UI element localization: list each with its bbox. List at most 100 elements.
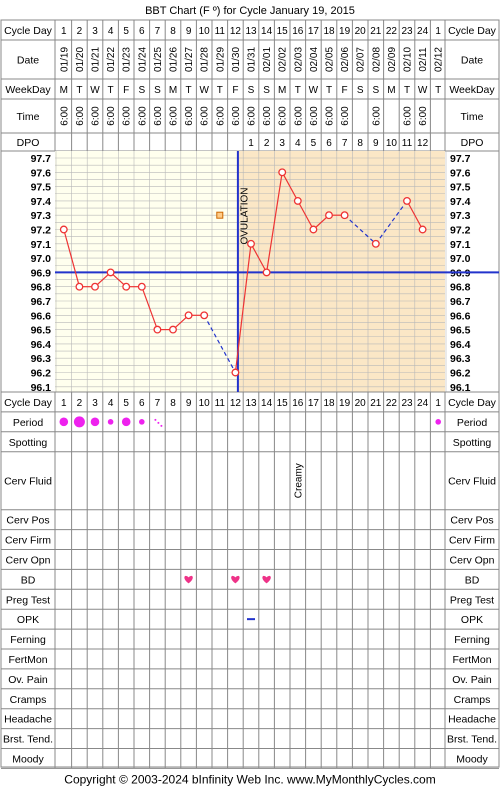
y-tick-label-right: 96.4 [450,339,471,351]
row-label-dpo-right: DPO [461,137,484,149]
section-label-opk-right: OPK [461,614,483,626]
row-label-time-left: Time [17,111,40,123]
cycle-day-number: 3 [92,398,98,409]
cycle-day-number: 17 [308,398,320,409]
cell-weekday: S [263,85,270,96]
y-tick-label-right: 96.2 [450,368,471,380]
row-label-date-left: Date [17,55,39,67]
cell-time: 6:00 [137,106,148,126]
section-label-bd-right: BD [465,574,480,586]
cell-dpo: 1 [248,138,254,149]
section-label-opk-left: OPK [17,614,39,626]
cell-date: 02/06 [340,47,351,72]
y-tick-label-left: 96.8 [31,282,52,294]
y-tick-label-left: 96.1 [31,382,52,394]
cycle-day-number: 22 [386,398,398,409]
cell-time: 6:00 [215,106,226,126]
cell-time: 6:00 [153,106,164,126]
temp-point [278,168,287,177]
section-label-ov-pain-left: Ov. Pain [8,674,48,686]
cell-date: 02/05 [325,47,336,72]
y-tick-label-left: 97.1 [31,239,52,251]
ovulation-label: OVULATION [239,187,250,244]
y-tick-label-left: 97.4 [31,196,52,208]
row-label-cycle_day-right: Cycle Day [448,25,497,37]
y-tick-label-left: 96.9 [31,267,52,279]
temp-point [137,282,146,291]
cycle-day-number: 7 [155,398,161,409]
bd-heart-icon [184,575,193,584]
y-tick-label-left: 96.3 [31,353,52,365]
temp-point [309,225,318,234]
temp-point [184,311,193,320]
section-label-period-right: Period [457,417,488,429]
cell-time: 6:00 [418,106,429,126]
temp-point [106,268,115,277]
cell-cycle_day: 3 [92,26,98,37]
cycle-day-number: 9 [186,398,192,409]
cell-cycle_day: 5 [123,26,129,37]
cell-date: 01/25 [153,47,164,72]
cell-weekday: S [154,85,161,96]
y-tick-label-left: 97.5 [31,182,52,194]
section-label-cerv-opn-right: Cerv Opn [450,554,495,566]
cell-dpo: 3 [279,138,285,149]
cell-date: 01/21 [91,47,102,72]
row-label-date-right: Date [461,55,483,67]
cell-weekday: F [232,85,238,96]
cell-cycle_day: 11 [215,26,226,37]
cell-cycle_day: 21 [370,26,382,37]
cell-cycle_day: 8 [170,26,176,37]
temp-point [293,196,302,205]
cell-dpo: 11 [402,138,413,149]
cell-dpo: 9 [373,138,379,149]
cell-dpo: 10 [386,138,398,149]
temp-point [169,325,177,334]
cell-weekday: S [248,85,255,96]
cell-date: 02/01 [262,47,273,72]
row-label-dpo-left: DPO [17,137,40,149]
section-label-period-left: Period [13,417,44,429]
cell-time: 6:00 [293,106,304,126]
section-label-cerv-fluid-right: Cerv Fluid [448,476,496,488]
cycle-day-number: 10 [199,398,211,409]
cell-weekday: T [76,85,82,96]
y-tick-label-right: 97.3 [450,210,471,222]
copyright-footer: Copyright © 2003-2024 bInfinity Web Inc.… [64,772,435,786]
cycle-day-number: 14 [261,398,273,409]
cell-time: 6:00 [200,106,211,126]
cell-cycle_day: 2 [77,26,83,37]
temp-point [325,211,333,220]
cycle-day-number: 23 [401,398,413,409]
temp-segment [141,286,158,330]
section-label-brst-tend-left: Brst. Tend. [3,734,53,746]
section-label-spotting-right: Spotting [453,437,492,449]
cell-weekday: F [123,85,129,96]
temp-point [262,268,271,277]
temp-point [403,196,411,205]
cell-date: 01/26 [169,47,180,72]
cell-dpo: 5 [311,138,317,149]
cell-cycle_day: 16 [292,26,304,37]
section-label-ferning-right: Ferning [454,634,490,646]
section-label-cerv-opn-left: Cerv Opn [6,554,51,566]
cell-time: 6:00 [278,106,289,126]
y-tick-label-left: 96.2 [31,368,52,380]
cell-dpo: 2 [264,138,270,149]
period-dot [90,417,100,427]
y-tick-label-left: 96.5 [31,325,52,337]
temp-point [418,225,427,234]
cell-time: 6:00 [231,106,242,126]
cycle-day-number: 4 [108,398,114,409]
temp-segment [63,229,80,287]
temp-point [371,239,380,248]
section-label-bd-left: BD [21,574,36,586]
cell-time: 6:00 [75,106,86,126]
section-label-fertmon-left: FertMon [8,654,47,666]
temp-gap-segment [375,200,408,245]
cell-weekday: S [357,85,364,96]
section-label-cycle-day-right: Cycle Day [448,397,497,409]
cell-cycle_day: 19 [339,26,351,37]
chart-title: BBT Chart (F º) for Cycle January 19, 20… [145,5,355,17]
cell-cycle_day: 1 [435,26,441,37]
